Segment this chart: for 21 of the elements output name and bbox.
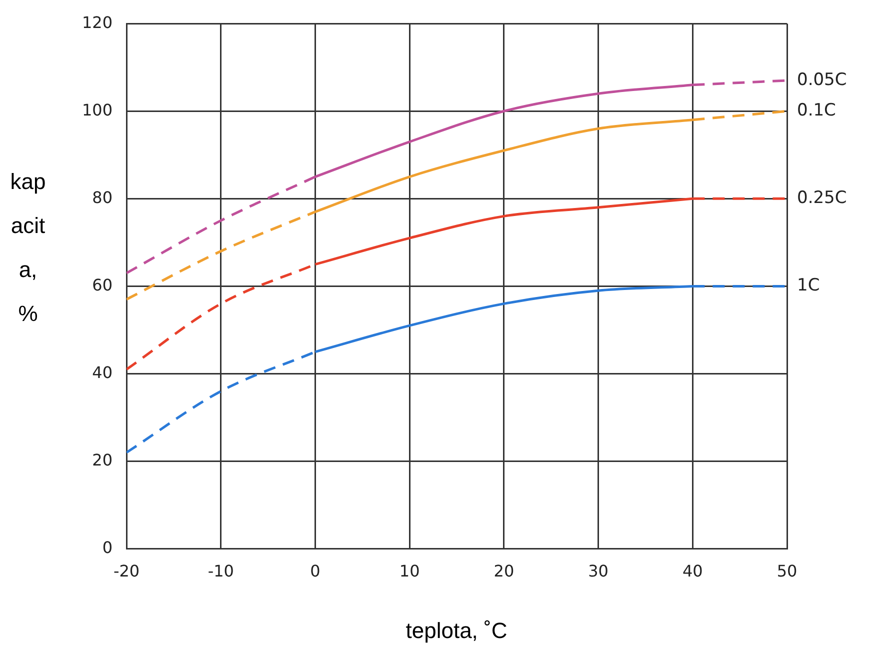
y-tick-label: 40 bbox=[92, 362, 113, 382]
x-tick-label: 40 bbox=[682, 562, 703, 581]
x-tick-label: -20 bbox=[113, 562, 140, 581]
x-tick-label: 50 bbox=[776, 562, 798, 581]
x-tick-label: 30 bbox=[588, 562, 608, 581]
y-tick-label: 20 bbox=[92, 450, 113, 470]
y-tick-label: 80 bbox=[92, 188, 113, 207]
y-tick-label: 120 bbox=[82, 12, 113, 32]
x-tick-label: 20 bbox=[494, 562, 514, 581]
series-label: 0.1C bbox=[797, 100, 836, 121]
x-tick-label: 10 bbox=[399, 562, 420, 581]
y-tick-label: 60 bbox=[92, 275, 113, 294]
y-tick-label: 0 bbox=[102, 538, 113, 557]
series-label: 1C bbox=[797, 276, 820, 296]
y-axis-title: kapacita, % bbox=[9, 168, 47, 328]
series-label: 0.05C bbox=[797, 70, 847, 90]
x-tick-label: -10 bbox=[208, 562, 234, 581]
series-label: 0.25C bbox=[797, 188, 847, 208]
x-tick-label: 0 bbox=[310, 562, 320, 581]
x-axis-title: teplota, ˚C bbox=[404, 618, 508, 644]
y-tick-label: 100 bbox=[82, 100, 113, 120]
